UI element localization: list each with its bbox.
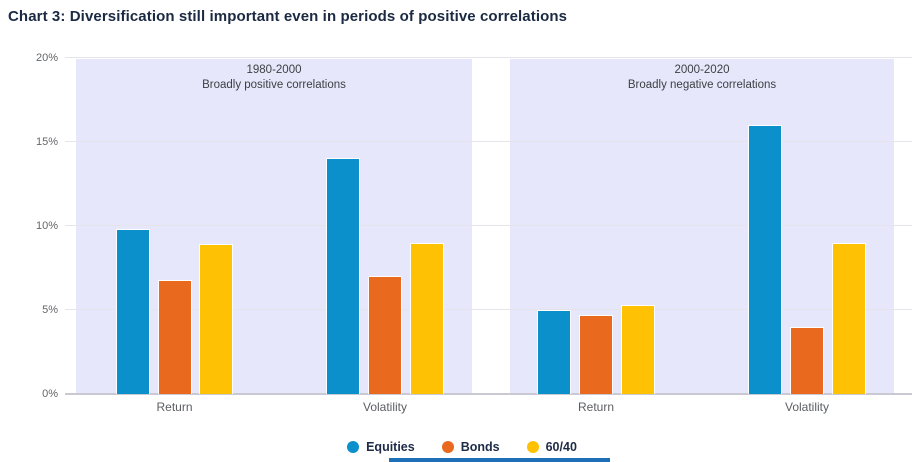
bar-equities-return (537, 309, 572, 394)
category-label-return: Return (156, 400, 193, 414)
bar-60-40-volatility (831, 242, 866, 394)
gridline (65, 57, 912, 58)
legend-item-bonds[interactable]: Bonds (441, 440, 500, 454)
panel-header-description: Broadly positive correlations (202, 79, 346, 91)
legend-dot-icon (526, 441, 539, 453)
legend-label: 60/40 (545, 440, 577, 454)
partial-bottom-element (389, 458, 610, 462)
category-label-return: Return (577, 400, 615, 414)
panel-2000-2020 (510, 59, 894, 394)
gridline (65, 141, 912, 143)
gridline (65, 309, 912, 311)
bar-60-40-volatility (409, 242, 444, 394)
y-axis-tick-label: 5% (42, 303, 58, 316)
bar-60-40-return (620, 304, 655, 394)
legend-label: Bonds (460, 440, 500, 454)
y-axis-tick-label: 10% (35, 219, 58, 232)
y-axis-tick-label: 0% (42, 388, 58, 400)
bar-equities-return (115, 229, 150, 394)
x-axis-line (65, 393, 912, 395)
bar-bonds-volatility (368, 276, 402, 394)
legend-item-60-40[interactable]: 60/40 (526, 440, 577, 454)
bar-bonds-volatility (790, 326, 824, 394)
y-axis-tick-label: 20% (35, 51, 58, 64)
legend-dot-icon (441, 441, 454, 453)
y-axis-tick-label: 15% (35, 135, 58, 148)
bar-equities-volatility (748, 124, 783, 394)
legend-dot-icon (347, 441, 360, 453)
panel-header-period: 2000-2020 (674, 64, 730, 76)
category-label-volatility: Volatility (362, 400, 408, 414)
gridline (65, 225, 912, 227)
legend-label: Equities (366, 440, 415, 454)
legend-item-equities[interactable]: Equities (347, 440, 415, 454)
bar-bonds-return (579, 314, 613, 394)
chart-legend: Equities Bonds 60/40 (0, 437, 924, 457)
bar-60-40-return (199, 244, 234, 394)
panel-header-1980-2000: 1980-2000 Broadly positive correlations (76, 63, 472, 93)
page-title: Chart 3: Diversification still important… (8, 8, 568, 25)
bar-bonds-return (157, 279, 192, 394)
category-label-volatility: Volatility (784, 400, 830, 414)
panel-header-description: Broadly negative correlations (627, 79, 777, 91)
panel-header-period: 1980-2000 (246, 64, 302, 76)
panel-header-2000-2020: 2000-2020 Broadly negative correlations (510, 63, 894, 93)
bar-equities-volatility (326, 158, 361, 394)
